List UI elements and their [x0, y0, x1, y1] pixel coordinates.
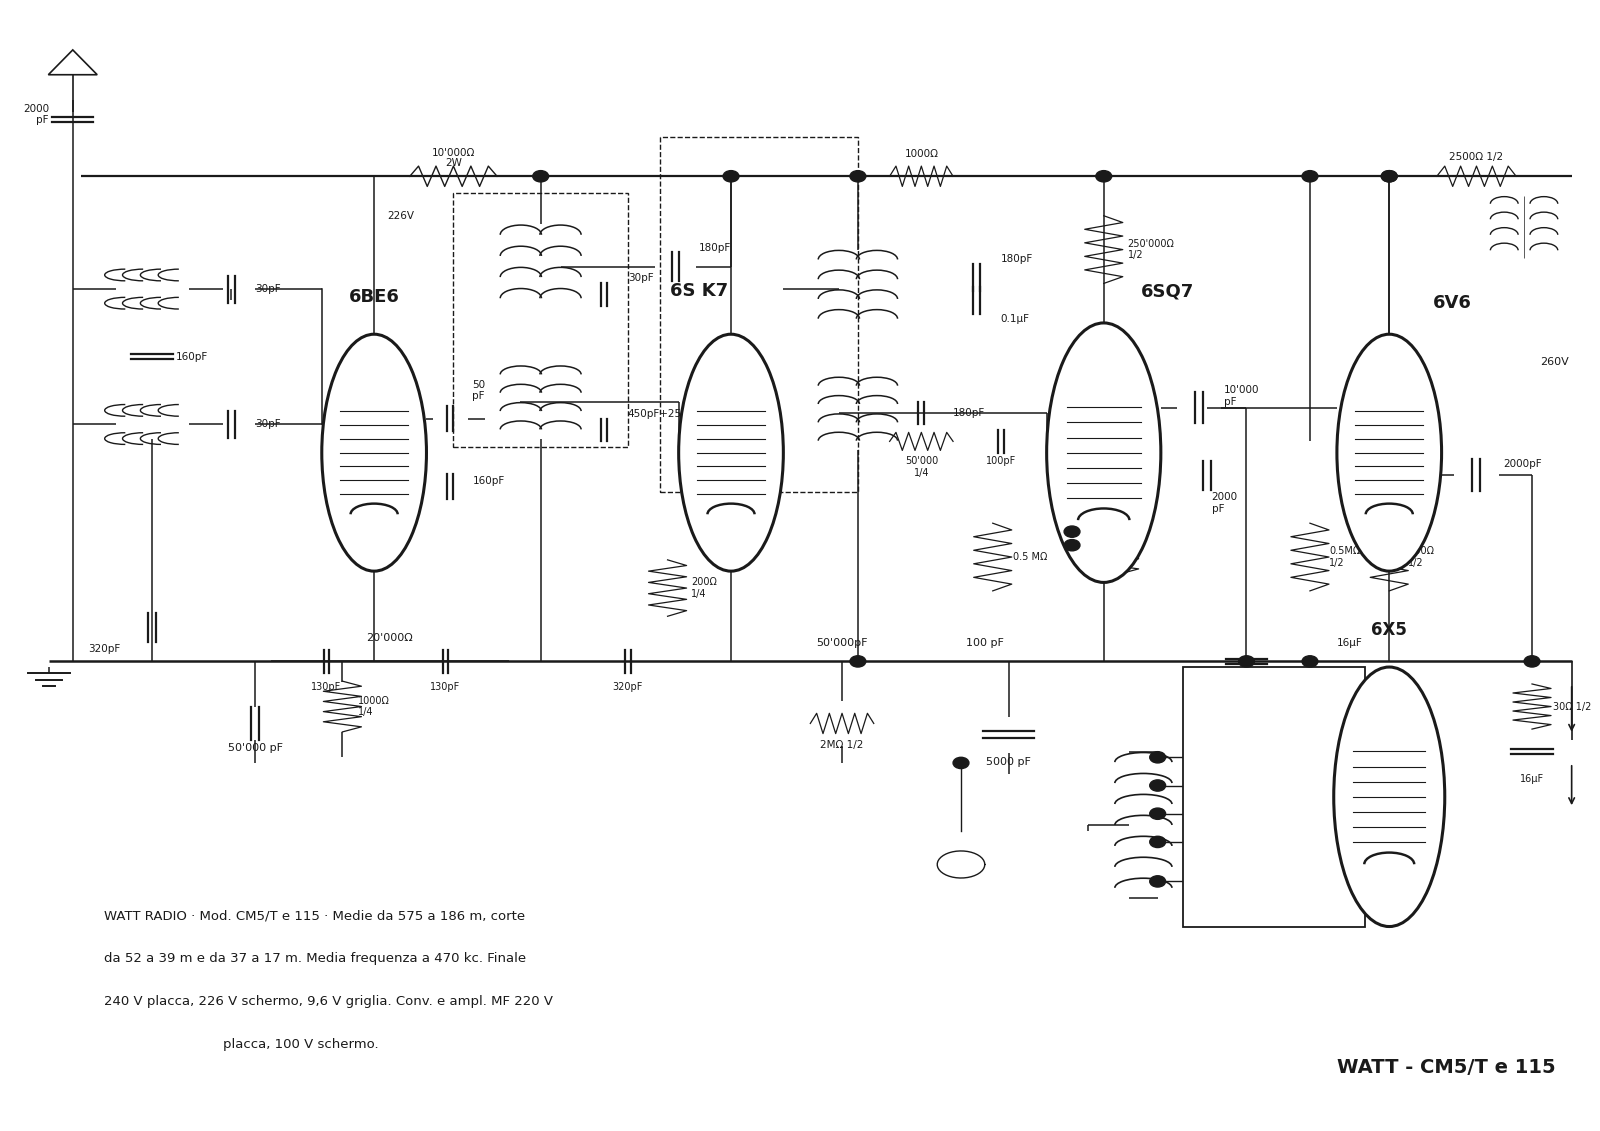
Circle shape [1525, 656, 1539, 667]
Text: 1000Ω: 1000Ω [904, 149, 938, 159]
Circle shape [1302, 171, 1318, 182]
Circle shape [1302, 656, 1318, 667]
Circle shape [1064, 526, 1080, 537]
Text: 100pF: 100pF [986, 456, 1016, 466]
Text: 0.5 MΩ: 0.5 MΩ [1013, 552, 1048, 562]
Text: 5000 pF: 5000 pF [986, 758, 1030, 767]
Text: 2000pF: 2000pF [1085, 474, 1122, 484]
Text: 10'000
pF: 10'000 pF [1224, 386, 1259, 407]
Text: 127: 127 [1229, 837, 1250, 847]
Circle shape [954, 758, 970, 769]
Text: da 52 a 39 m e da 37 a 17 m. Media frequenza a 470 kc. Finale: da 52 a 39 m e da 37 a 17 m. Media frequ… [104, 952, 526, 966]
Text: 50'000
1/4: 50'000 1/4 [904, 456, 938, 477]
Circle shape [1150, 875, 1166, 887]
Text: 6SQ7: 6SQ7 [1141, 283, 1194, 301]
Text: 30Ω 1/2: 30Ω 1/2 [1552, 701, 1590, 711]
Text: 2MΩ 1/2: 2MΩ 1/2 [821, 741, 864, 750]
Circle shape [1381, 171, 1397, 182]
Text: 240 V placca, 226 V schermo, 9,6 V griglia. Conv. e ampl. MF 220 V: 240 V placca, 226 V schermo, 9,6 V grigl… [104, 995, 554, 1009]
Circle shape [1150, 780, 1166, 792]
Text: 320pF: 320pF [613, 682, 643, 692]
Text: 50'000pF: 50'000pF [816, 638, 867, 648]
Text: 10'000Ω: 10'000Ω [432, 148, 475, 158]
Circle shape [850, 656, 866, 667]
Bar [1182, 667, 1365, 926]
Text: 2000pF: 2000pF [1504, 459, 1542, 469]
Ellipse shape [1338, 335, 1442, 571]
Text: 180pF: 180pF [699, 243, 731, 253]
Text: 6S K7: 6S K7 [670, 283, 728, 301]
Text: 30pF: 30pF [254, 284, 280, 294]
Text: placca, 100 V schermo.: placca, 100 V schermo. [224, 1038, 379, 1051]
Circle shape [1150, 808, 1166, 819]
Text: 16μF: 16μF [1235, 687, 1259, 697]
Ellipse shape [1046, 323, 1162, 582]
Text: 30pF: 30pF [627, 274, 653, 284]
Ellipse shape [678, 335, 784, 571]
Text: 0.5MΩ
1/2: 0.5MΩ 1/2 [1330, 546, 1360, 568]
Text: 110: 110 [1229, 877, 1250, 887]
Text: 200Ω
1/4: 200Ω 1/4 [691, 577, 717, 598]
Text: pF: pF [37, 115, 50, 124]
Text: 6V6: 6V6 [1434, 294, 1472, 312]
Text: 6X5: 6X5 [1371, 621, 1406, 639]
Text: 16μF: 16μF [1520, 775, 1544, 784]
Circle shape [1150, 836, 1166, 847]
Text: WATT RADIO · Mod. CM5/T e 115 · Medie da 575 a 186 m, corte: WATT RADIO · Mod. CM5/T e 115 · Medie da… [104, 909, 526, 923]
Text: 140: 140 [1229, 809, 1250, 819]
Circle shape [850, 171, 866, 182]
Ellipse shape [322, 335, 427, 571]
Text: 0.1μF: 0.1μF [1000, 314, 1030, 323]
Text: 2000: 2000 [22, 104, 50, 113]
Bar [659, 137, 858, 492]
Circle shape [723, 171, 739, 182]
Text: 220: 220 [1229, 752, 1250, 762]
Text: 50'000 pF: 50'000 pF [227, 743, 283, 752]
Circle shape [1150, 752, 1166, 763]
Text: 180pF: 180pF [1000, 254, 1034, 265]
Text: 160pF: 160pF [472, 476, 504, 486]
Text: WATT - CM5/T e 115: WATT - CM5/T e 115 [1338, 1059, 1555, 1077]
Circle shape [1381, 171, 1397, 182]
Text: 16μF: 16μF [1336, 638, 1363, 648]
Ellipse shape [1334, 667, 1445, 926]
Bar [453, 193, 627, 447]
Circle shape [533, 171, 549, 182]
Text: 180pF: 180pF [954, 408, 986, 418]
Text: 1000Ω
1/4: 1000Ω 1/4 [358, 696, 390, 717]
Text: 250Ω
1/2: 250Ω 1/2 [1408, 546, 1434, 568]
Text: 450pF+25: 450pF+25 [627, 408, 682, 418]
Text: 130pF: 130pF [430, 682, 461, 692]
Text: 260V: 260V [1539, 357, 1568, 368]
Circle shape [1064, 539, 1080, 551]
Text: 250'000Ω
1/2: 250'000Ω 1/2 [1128, 239, 1174, 260]
Text: 2500Ω 1/2: 2500Ω 1/2 [1450, 152, 1504, 162]
Text: 30pF: 30pF [254, 420, 280, 430]
Text: 2000
pF: 2000 pF [1211, 492, 1238, 513]
Text: 100 pF: 100 pF [966, 638, 1003, 648]
Text: 160pF: 160pF [176, 352, 208, 362]
Text: 226V: 226V [387, 210, 414, 221]
Text: 130pF: 130pF [312, 682, 342, 692]
Text: 50
pF: 50 pF [472, 380, 485, 402]
Circle shape [1238, 656, 1254, 667]
Text: 320pF: 320pF [88, 645, 120, 655]
Text: 10MΩ
1/2: 10MΩ 1/2 [1120, 521, 1147, 543]
Text: 160: 160 [1229, 780, 1250, 791]
Text: 6BE6: 6BE6 [349, 288, 400, 307]
Text: 2W: 2W [445, 158, 462, 169]
Text: 20'000Ω: 20'000Ω [366, 633, 413, 644]
Circle shape [1096, 171, 1112, 182]
